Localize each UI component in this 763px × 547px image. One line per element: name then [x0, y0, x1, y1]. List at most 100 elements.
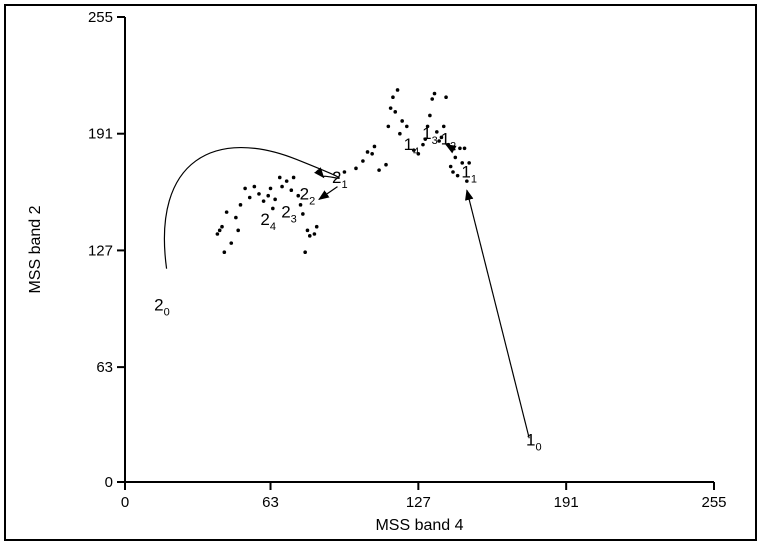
data-point — [423, 137, 428, 141]
point-annotation: 23 — [281, 203, 297, 226]
data-point — [257, 192, 261, 196]
data-point — [448, 164, 453, 169]
data-point — [435, 130, 439, 134]
figure-frame — [4, 4, 757, 541]
data-point — [388, 106, 393, 110]
data-point — [411, 148, 416, 152]
data-point — [296, 193, 301, 198]
data-point — [384, 162, 388, 167]
annotation-arrow — [465, 189, 530, 439]
data-point — [453, 155, 458, 160]
data-point — [372, 144, 377, 149]
data-point — [432, 91, 437, 96]
point-annotation: 11 — [461, 162, 477, 185]
point-annotation: 14 — [404, 135, 420, 158]
data-point — [458, 146, 462, 151]
data-point — [277, 175, 282, 180]
data-point — [273, 197, 277, 202]
data-point — [400, 119, 404, 123]
data-point — [460, 161, 465, 165]
data-point — [268, 186, 273, 191]
data-point — [220, 224, 224, 229]
data-point — [215, 232, 220, 236]
data-point — [428, 113, 432, 118]
y-axis-label: MSS band 2 — [27, 205, 44, 293]
data-point — [271, 206, 275, 211]
data-point — [252, 184, 257, 189]
data-point — [229, 241, 234, 245]
point-annotation: 13 — [422, 124, 438, 147]
data-point — [312, 232, 317, 236]
data-point — [462, 146, 467, 151]
point-annotation: 12 — [441, 130, 457, 153]
data-point — [439, 135, 444, 140]
data-point — [451, 170, 455, 174]
data-point — [393, 110, 398, 114]
data-point — [261, 199, 266, 203]
data-point — [395, 88, 400, 92]
data-point — [361, 159, 365, 163]
data-point — [437, 139, 441, 143]
y-tick-label: 63 — [96, 359, 113, 376]
data-point — [425, 124, 430, 129]
data-point — [217, 228, 222, 233]
data-point — [314, 224, 319, 229]
data-point — [247, 195, 252, 200]
data-point — [305, 228, 310, 233]
data-point — [280, 184, 284, 189]
x-tick-label: 191 — [554, 494, 579, 511]
x-tick-label: 255 — [701, 494, 726, 511]
data-point — [441, 124, 446, 129]
data-point — [386, 124, 391, 129]
data-point — [377, 168, 381, 172]
point-annotation: 22 — [300, 184, 316, 207]
axes: 0 63 127 191 255 0 63 127 191 255 — [88, 9, 727, 511]
data-point — [430, 97, 435, 101]
data-point — [298, 203, 303, 207]
y-tick-label: 191 — [88, 126, 113, 143]
x-axis-label: MSS band 4 — [375, 517, 463, 534]
data-point — [291, 175, 296, 180]
annotation-arrows — [163, 144, 530, 439]
data-point — [391, 95, 395, 100]
data-point — [236, 228, 240, 233]
y-tick-label: 127 — [88, 242, 113, 259]
data-point — [243, 186, 247, 191]
data-point — [465, 179, 469, 183]
data-point — [370, 151, 374, 156]
data-point — [416, 151, 421, 156]
point-annotation: 21 — [332, 168, 348, 191]
data-point — [301, 212, 305, 216]
data-point — [398, 131, 402, 136]
data-point — [284, 179, 289, 183]
x-tick-label: 127 — [406, 494, 431, 511]
point-annotation: 10 — [526, 431, 542, 454]
data-point — [404, 124, 409, 129]
data-point — [224, 210, 229, 214]
data-point — [354, 166, 358, 171]
annotation-arrow — [318, 186, 338, 200]
y-tick-label: 0 — [105, 474, 113, 491]
data-point — [303, 250, 307, 255]
data-point — [342, 170, 347, 174]
x-tick-label: 0 — [121, 494, 129, 511]
data-point — [365, 150, 370, 154]
data-point — [289, 188, 294, 193]
data-point — [455, 173, 460, 178]
data-point — [266, 193, 271, 198]
data-point — [444, 95, 448, 100]
data-point — [222, 250, 227, 255]
annotation-arrow — [163, 146, 340, 269]
point-annotation: 24 — [260, 210, 276, 233]
point-annotation: 20 — [154, 296, 170, 319]
x-tick-label: 63 — [262, 494, 279, 511]
data-point — [307, 234, 312, 238]
annotation-arrow — [445, 144, 457, 154]
data-points — [215, 88, 471, 255]
data-point — [234, 215, 238, 220]
data-point — [238, 203, 243, 207]
data-point — [421, 142, 425, 147]
y-tick-label: 255 — [88, 9, 113, 26]
